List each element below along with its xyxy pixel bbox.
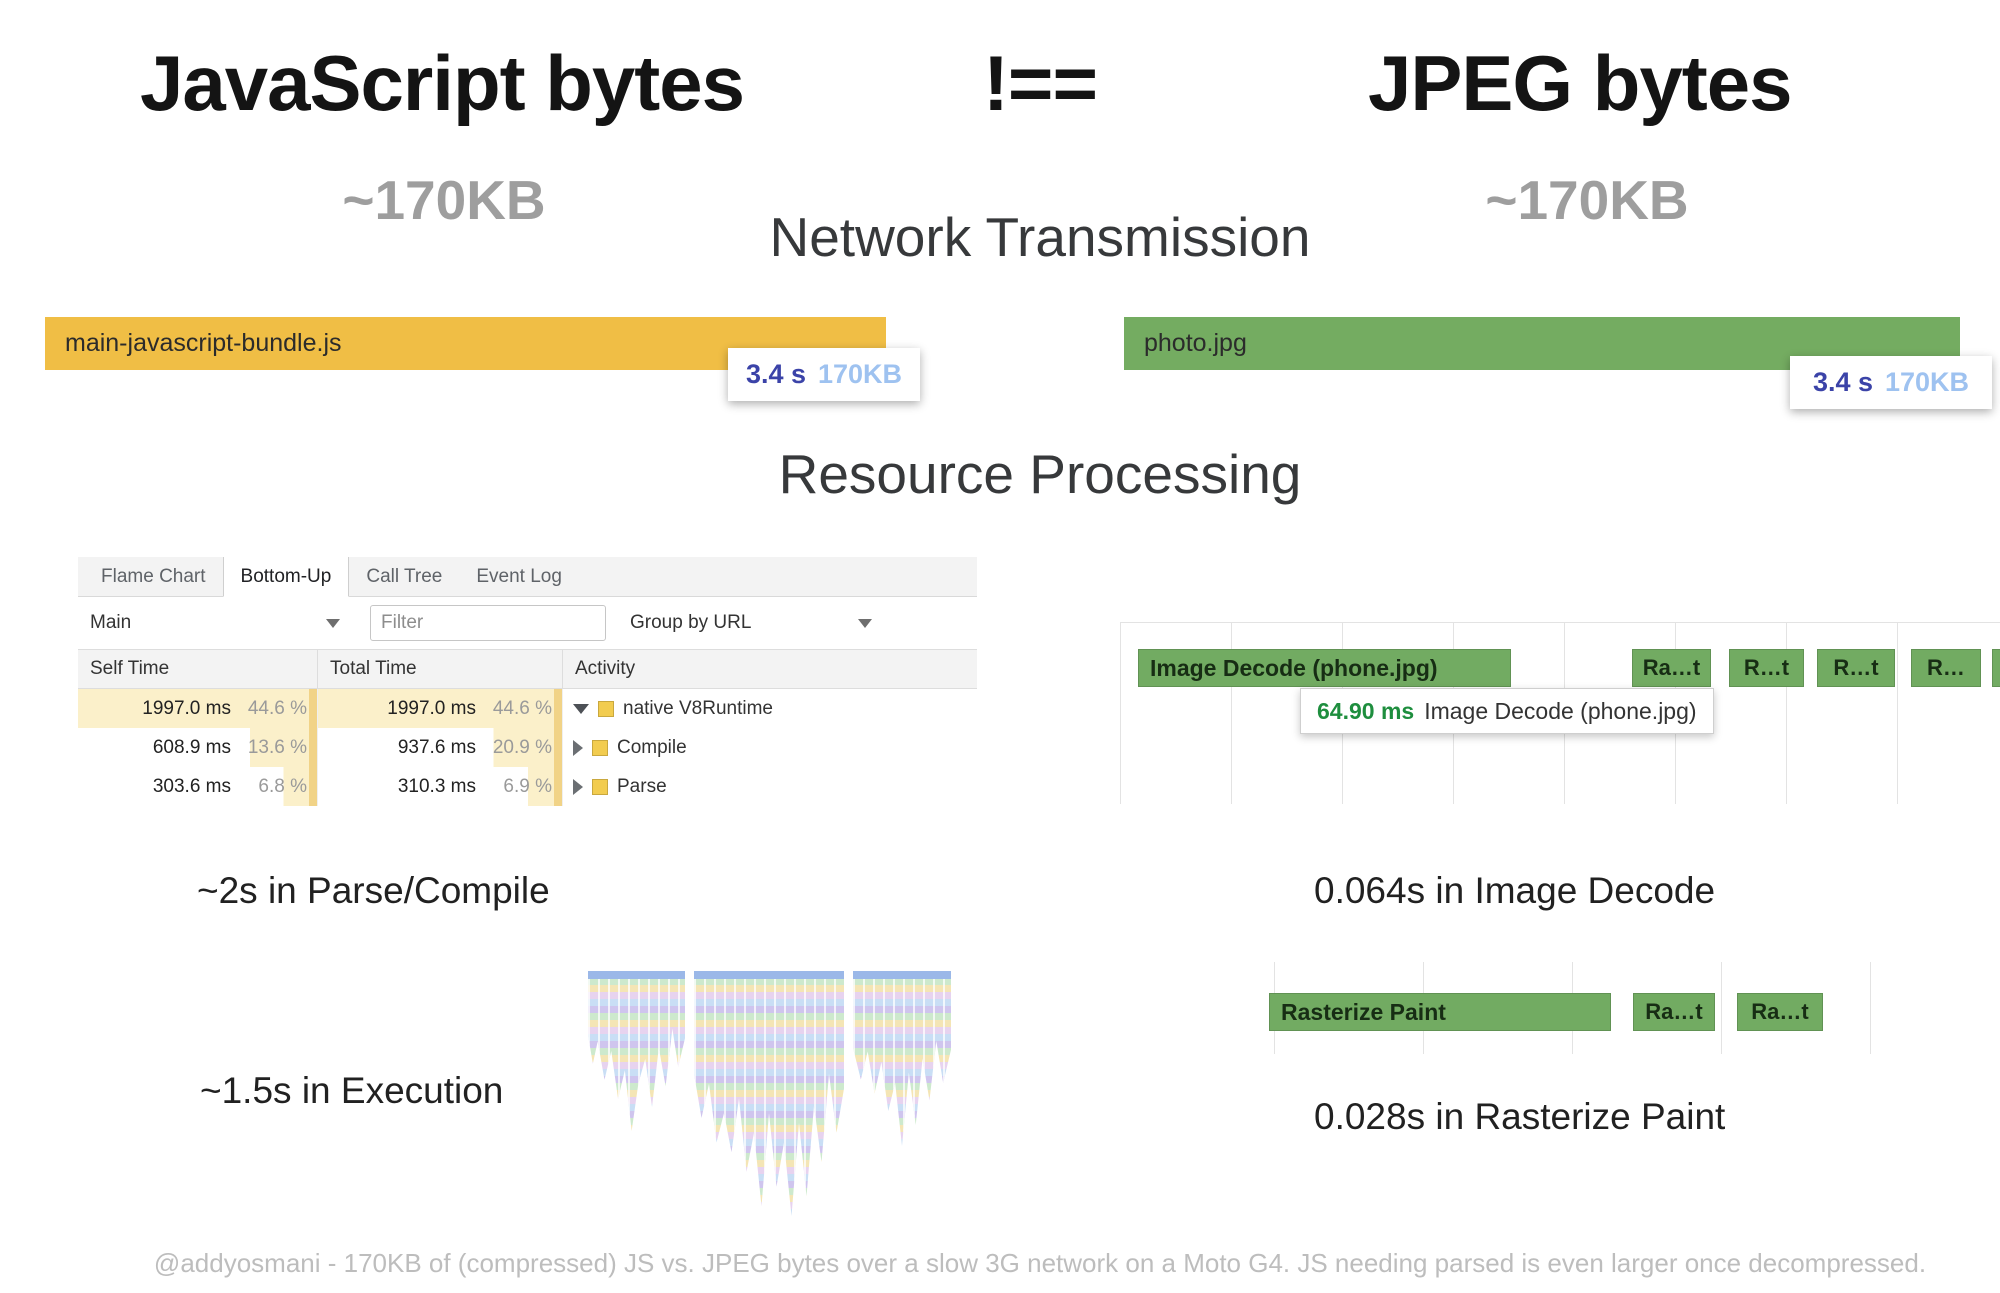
activity-cell: Parse — [563, 767, 977, 806]
time-percent: 13.6 % — [247, 736, 307, 758]
table-row[interactable]: 1997.0 ms 44.6 % 1997.0 ms 44.6 % native… — [78, 689, 977, 728]
table-row[interactable]: 303.6 ms 6.8 % 310.3 ms 6.9 % Parse — [78, 767, 977, 806]
expander-open-icon[interactable] — [573, 703, 589, 714]
thread-select[interactable]: Main — [90, 612, 340, 634]
expander-closed-icon[interactable] — [573, 778, 583, 795]
execution-caption: ~1.5s in Execution — [200, 1070, 504, 1111]
image-decode-bar[interactable]: Image Decode (phone.jpg) — [1138, 649, 1511, 687]
title-not-equal-operator: !== — [982, 39, 1098, 127]
activity-color-swatch — [592, 739, 608, 756]
activity-cell: Compile — [563, 728, 977, 767]
tab-bottom-up[interactable]: Bottom-Up — [222, 557, 350, 597]
flame-chart-thumbnail — [588, 971, 958, 1216]
tab-flame-chart[interactable]: Flame Chart — [101, 566, 206, 587]
thread-select-value: Main — [90, 612, 132, 633]
total-time-cell: 937.6 ms 20.9 % — [318, 728, 563, 767]
tooltip-time: 64.90 ms — [1317, 697, 1415, 724]
tooltip-size: 170KB — [818, 359, 903, 389]
image-decode-tooltip: 64.90 ms Image Decode (phone.jpg) — [1300, 688, 1714, 734]
devtools-panel: Flame Chart Bottom-Up Call Tree Event Lo… — [78, 557, 977, 806]
time-value: 937.6 ms — [397, 736, 476, 758]
raster-task-bar[interactable]: R — [1992, 649, 2000, 687]
self-time-cell: 608.9 ms 13.6 % — [78, 728, 318, 767]
table-header-row: Self Time Total Time Activity — [78, 649, 977, 689]
column-header-total-time[interactable]: Total Time — [318, 650, 563, 688]
column-header-self-time[interactable]: Self Time — [78, 650, 318, 688]
time-percent: 6.8 % — [258, 775, 307, 797]
rasterize-paint-bar[interactable]: Rasterize Paint — [1269, 993, 1611, 1031]
js-size-label: ~170KB — [342, 169, 546, 231]
column-header-activity[interactable]: Activity — [575, 658, 636, 679]
credit-footer: @addyosmani - 170KB of (compressed) JS v… — [153, 1248, 1927, 1278]
chevron-down-icon — [858, 618, 872, 628]
raster-task-bar[interactable]: R…t — [1729, 649, 1804, 687]
total-time-cell: 1997.0 ms 44.6 % — [318, 689, 563, 728]
tooltip-label: Image Decode (phone.jpg) — [1424, 697, 1697, 724]
tooltip-time: 3.4 s — [745, 359, 806, 389]
raster-task-bar[interactable]: Ra…t — [1737, 993, 1823, 1031]
network-tooltip-jpeg: 3.4 s 170KB — [1790, 356, 1992, 409]
tooltip-time: 3.4 s — [1812, 367, 1873, 397]
raster-task-bar[interactable]: Ra…t — [1632, 649, 1711, 687]
flame-chart-column — [853, 971, 951, 1146]
parse-compile-caption: ~2s in Parse/Compile — [197, 870, 550, 911]
group-by-select-value: Group by URL — [630, 612, 752, 633]
group-by-select[interactable]: Group by URL — [630, 612, 872, 634]
raster-task-bar[interactable]: Ra…t — [1633, 993, 1715, 1031]
devtools-toolbar: Main Group by URL — [78, 597, 977, 649]
image-decode-caption: 0.064s in Image Decode — [1314, 870, 1716, 911]
network-transmission-heading: Network Transmission — [769, 206, 1311, 268]
raster-task-bar[interactable]: R… — [1911, 649, 1981, 687]
expander-closed-icon[interactable] — [573, 739, 583, 756]
resource-processing-heading: Resource Processing — [778, 443, 1302, 505]
self-time-cell: 303.6 ms 6.8 % — [78, 767, 318, 806]
flame-chart-column — [588, 971, 685, 1131]
time-percent: 44.6 % — [492, 697, 552, 719]
time-percent: 6.9 % — [503, 775, 552, 797]
raster-task-bar[interactable]: R…t — [1817, 649, 1895, 687]
network-bar-javascript-label: main-javascript-bundle.js — [65, 329, 342, 357]
table-row[interactable]: 608.9 ms 13.6 % 937.6 ms 20.9 % Compile — [78, 728, 977, 767]
self-time-cell: 1997.0 ms 44.6 % — [78, 689, 318, 728]
time-value: 1997.0 ms — [142, 697, 231, 719]
title-jpeg-bytes: JPEG bytes — [1368, 39, 1793, 127]
devtools-tab-bar: Flame Chart Bottom-Up Call Tree Event Lo… — [78, 557, 977, 597]
activity-color-swatch — [592, 778, 608, 795]
time-percent: 44.6 % — [247, 697, 307, 719]
tab-call-tree[interactable]: Call Tree — [366, 566, 443, 587]
rasterize-caption: 0.028s in Rasterize Paint — [1314, 1096, 1726, 1137]
network-bar-jpeg-label: photo.jpg — [1144, 329, 1247, 357]
time-percent: 20.9 % — [492, 736, 552, 758]
network-tooltip-javascript: 3.4 s 170KB — [728, 348, 920, 401]
jpeg-size-label: ~170KB — [1485, 169, 1689, 231]
activity-color-swatch — [598, 700, 614, 717]
filter-input[interactable] — [370, 605, 606, 641]
time-value: 303.6 ms — [152, 775, 231, 797]
time-value: 1997.0 ms — [387, 697, 476, 719]
time-value: 310.3 ms — [397, 775, 476, 797]
activity-cell: native V8Runtime — [563, 689, 977, 728]
chevron-down-icon — [326, 618, 340, 628]
activity-label: Compile — [617, 736, 687, 758]
tab-event-log[interactable]: Event Log — [476, 566, 562, 587]
tooltip-size: 170KB — [1885, 367, 1970, 397]
time-value: 608.9 ms — [152, 736, 231, 758]
activity-label: native V8Runtime — [623, 697, 773, 719]
flame-chart-column — [694, 971, 844, 1216]
total-time-cell: 310.3 ms 6.9 % — [318, 767, 563, 806]
title-javascript-bytes: JavaScript bytes — [140, 39, 745, 127]
activity-label: Parse — [617, 775, 667, 797]
